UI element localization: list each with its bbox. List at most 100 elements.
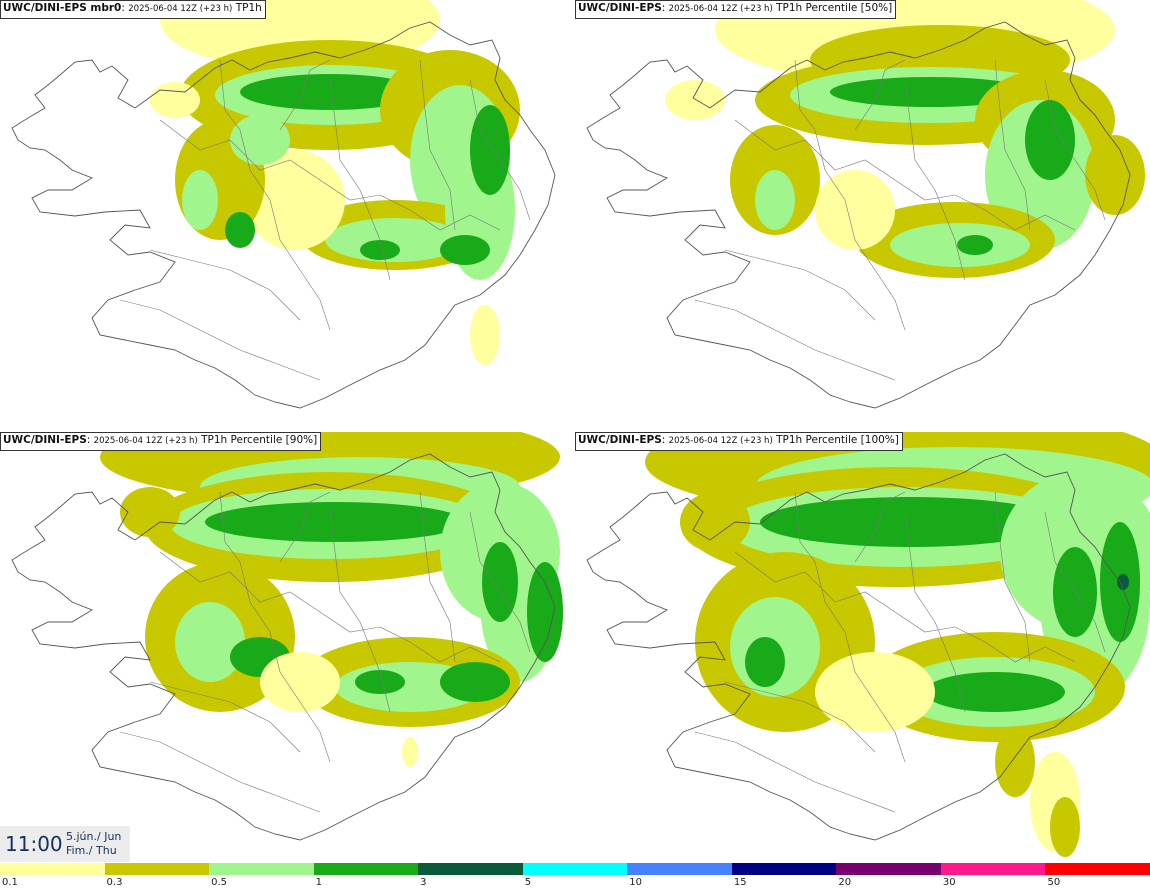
road-line	[279, 491, 331, 563]
precip-area	[245, 150, 345, 250]
precip-area	[260, 652, 340, 712]
panel-field: TP1h Percentile [100%]	[776, 434, 899, 446]
legend-swatch	[104, 863, 211, 875]
legend-swatch	[313, 863, 420, 875]
precip-area	[205, 502, 465, 542]
legend-swatch	[627, 863, 733, 875]
precip-area	[995, 727, 1035, 797]
road-line	[329, 79, 391, 281]
precip-area	[527, 562, 563, 662]
panel-model: UWC/DINI-EPS	[578, 2, 662, 14]
panel-title: UWC/DINI-EPS: 2025-06-04 12Z (+23 h) TP1…	[575, 0, 897, 19]
map-panel-member0: UWC/DINI-EPS mbr0: 2025-06-04 12Z (+23 h…	[0, 0, 575, 430]
legend-swatch	[1045, 863, 1150, 875]
road-line	[469, 511, 531, 653]
legend-swatch	[209, 863, 315, 875]
coastline	[586, 21, 1131, 409]
valid-date: 5.jún./ Jun Fim./ Thu	[66, 830, 121, 858]
road-line	[279, 59, 331, 131]
precip-map	[11, 0, 556, 409]
road-line	[469, 79, 531, 221]
precip-area	[482, 542, 518, 622]
precip-map	[586, 0, 1145, 409]
precip-area	[150, 82, 200, 118]
legend-swatch	[0, 863, 106, 875]
road-line	[854, 59, 906, 131]
precip-area	[225, 212, 255, 248]
panel-title: UWC/DINI-EPS mbr0: 2025-06-04 12Z (+23 h…	[0, 0, 266, 19]
road-line	[1044, 511, 1106, 653]
road-line	[219, 59, 331, 331]
legend-label: 50	[1047, 877, 1061, 888]
legend-label: 0.1	[2, 877, 18, 888]
road-line	[794, 59, 906, 331]
legend-swatch	[731, 863, 838, 875]
legend-swatch	[940, 863, 1047, 875]
panel-date: 2025-06-04 12Z (+23 h)	[668, 436, 773, 446]
map-panel-p90: UWC/DINI-EPS: 2025-06-04 12Z (+23 h) TP1…	[0, 432, 575, 862]
precip-area	[760, 497, 1060, 547]
road-line	[724, 681, 876, 753]
precip-area	[1025, 100, 1075, 180]
panel-field: TP1h Percentile [90%]	[201, 434, 318, 446]
legend-label: 30	[942, 877, 956, 888]
precip-area	[325, 218, 465, 262]
coastline	[11, 453, 556, 841]
precip-area	[240, 74, 420, 110]
panel-model: UWC/DINI-EPS	[3, 434, 87, 446]
road-line	[904, 79, 966, 281]
road-line	[149, 249, 301, 321]
coastline	[11, 21, 556, 409]
panel-model: UWC/DINI-EPS	[578, 434, 662, 446]
precip-area	[402, 737, 418, 767]
road-line	[734, 119, 1076, 231]
road-line	[219, 491, 331, 763]
legend-label: 10	[629, 877, 642, 888]
precip-area	[815, 170, 895, 250]
precip-area	[440, 235, 490, 265]
precip-map	[11, 432, 563, 841]
map-panel-p100: UWC/DINI-EPS: 2025-06-04 12Z (+23 h) TP1…	[575, 432, 1150, 862]
precip-area	[182, 170, 218, 230]
precip-area	[230, 115, 290, 165]
coastline	[586, 453, 1131, 841]
panel-field: TP1h Percentile [50%]	[776, 2, 893, 14]
valid-time: 11:00	[5, 832, 63, 856]
panel-date: 2025-06-04 12Z (+23 h)	[128, 4, 233, 14]
road-line	[994, 59, 1031, 231]
road-line	[119, 731, 321, 813]
precip-area	[957, 235, 993, 255]
panel-title: UWC/DINI-EPS: 2025-06-04 12Z (+23 h) TP1…	[575, 432, 903, 451]
legend-swatch	[522, 863, 629, 875]
panel-date: 2025-06-04 12Z (+23 h)	[668, 4, 773, 14]
precip-area	[470, 305, 500, 365]
legend-label: 3	[420, 877, 427, 888]
precip-area	[745, 637, 785, 687]
precip-area	[355, 670, 405, 694]
road-line	[419, 59, 456, 231]
panel-title: UWC/DINI-EPS: 2025-06-04 12Z (+23 h) TP1…	[0, 432, 322, 451]
precip-legend: 0.1 0.3 0.5 1 3 5 10 15 20 30 50	[0, 863, 1150, 891]
precip-area	[665, 80, 725, 120]
road-line	[1044, 79, 1106, 221]
road-line	[159, 551, 501, 663]
legend-label: 20	[838, 877, 852, 888]
precip-area	[120, 487, 180, 537]
legend-label: 1	[315, 877, 322, 888]
precip-map	[586, 432, 1150, 857]
road-line	[794, 491, 906, 763]
precip-area	[440, 662, 510, 702]
road-line	[694, 299, 896, 381]
panel-field: TP1h	[235, 2, 262, 14]
panel-date: 2025-06-04 12Z (+23 h)	[93, 436, 198, 446]
precip-area	[175, 602, 245, 682]
map-panel-p50: UWC/DINI-EPS: 2025-06-04 12Z (+23 h) TP1…	[575, 0, 1150, 430]
precip-area	[1117, 574, 1129, 590]
legend-swatch	[836, 863, 942, 875]
precip-area	[470, 105, 510, 195]
valid-day-line: Fim./ Thu	[66, 844, 117, 857]
precip-area	[815, 652, 935, 732]
valid-date-line: 5.jún./ Jun	[66, 830, 122, 843]
road-line	[734, 551, 1076, 663]
road-line	[854, 491, 906, 563]
